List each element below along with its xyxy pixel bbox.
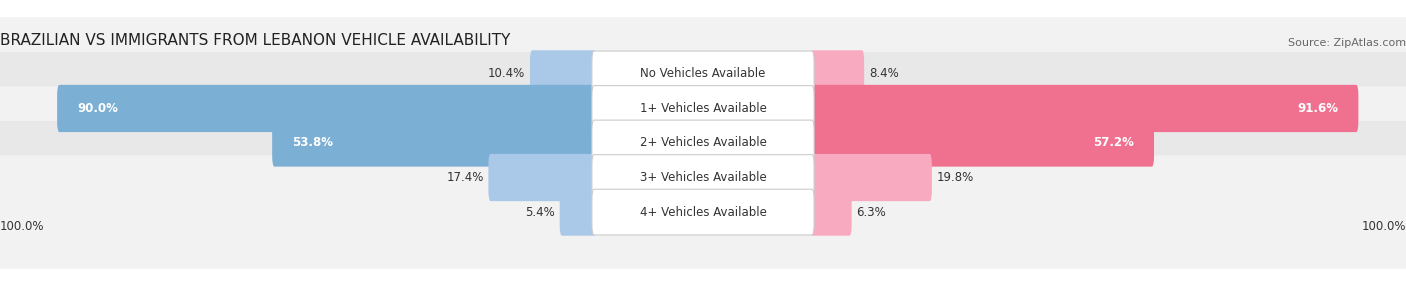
Text: 2+ Vehicles Available: 2+ Vehicles Available <box>640 136 766 150</box>
FancyBboxPatch shape <box>592 155 814 200</box>
Text: 91.6%: 91.6% <box>1298 102 1339 115</box>
Text: 57.2%: 57.2% <box>1094 136 1135 150</box>
Text: 10.4%: 10.4% <box>488 67 526 80</box>
FancyBboxPatch shape <box>810 154 932 201</box>
Text: No Vehicles Available: No Vehicles Available <box>640 67 766 80</box>
FancyBboxPatch shape <box>0 121 1406 234</box>
Text: 4+ Vehicles Available: 4+ Vehicles Available <box>640 206 766 219</box>
Text: 1+ Vehicles Available: 1+ Vehicles Available <box>640 102 766 115</box>
FancyBboxPatch shape <box>0 86 1406 200</box>
FancyBboxPatch shape <box>0 17 1406 131</box>
FancyBboxPatch shape <box>592 51 814 97</box>
Text: 53.8%: 53.8% <box>292 136 333 150</box>
FancyBboxPatch shape <box>0 52 1406 165</box>
FancyBboxPatch shape <box>530 50 596 98</box>
Text: BRAZILIAN VS IMMIGRANTS FROM LEBANON VEHICLE AVAILABILITY: BRAZILIAN VS IMMIGRANTS FROM LEBANON VEH… <box>0 33 510 48</box>
FancyBboxPatch shape <box>810 85 1358 132</box>
Text: 100.0%: 100.0% <box>1361 221 1406 233</box>
Text: Source: ZipAtlas.com: Source: ZipAtlas.com <box>1288 38 1406 48</box>
Text: 19.8%: 19.8% <box>936 171 974 184</box>
Text: 100.0%: 100.0% <box>0 221 45 233</box>
Text: 17.4%: 17.4% <box>446 171 484 184</box>
FancyBboxPatch shape <box>810 50 865 98</box>
FancyBboxPatch shape <box>810 188 852 236</box>
Text: 8.4%: 8.4% <box>869 67 898 80</box>
FancyBboxPatch shape <box>592 86 814 131</box>
FancyBboxPatch shape <box>273 119 596 167</box>
Text: 6.3%: 6.3% <box>856 206 886 219</box>
Text: 90.0%: 90.0% <box>77 102 118 115</box>
FancyBboxPatch shape <box>810 119 1154 167</box>
FancyBboxPatch shape <box>58 85 596 132</box>
FancyBboxPatch shape <box>592 189 814 235</box>
FancyBboxPatch shape <box>0 155 1406 269</box>
Text: 5.4%: 5.4% <box>526 206 555 219</box>
FancyBboxPatch shape <box>592 120 814 166</box>
FancyBboxPatch shape <box>560 188 596 236</box>
Text: 3+ Vehicles Available: 3+ Vehicles Available <box>640 171 766 184</box>
FancyBboxPatch shape <box>488 154 596 201</box>
